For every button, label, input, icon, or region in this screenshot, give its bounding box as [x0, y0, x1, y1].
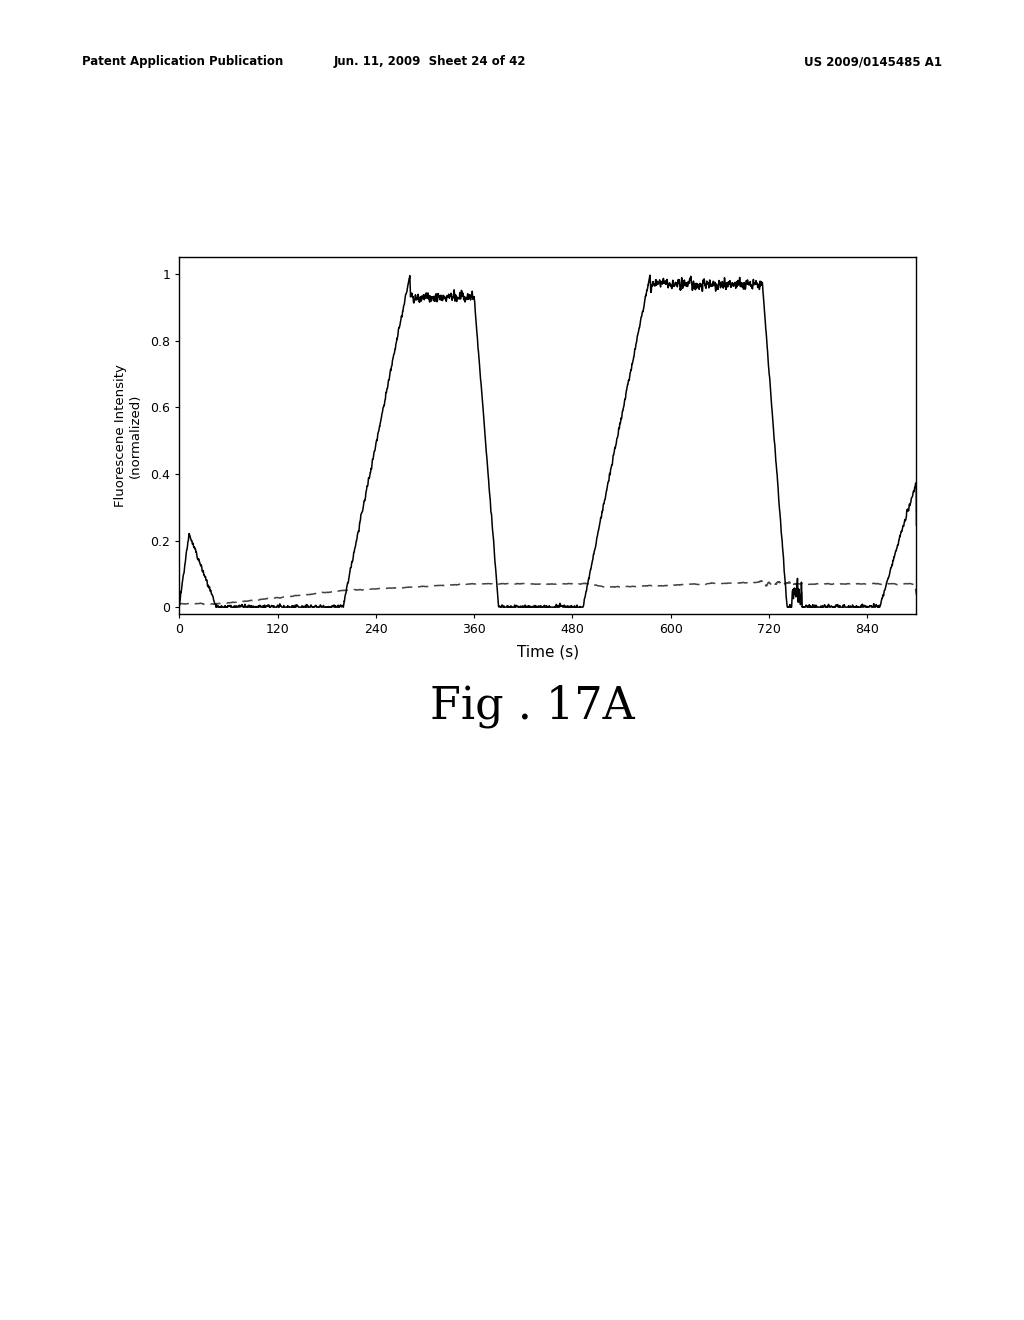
Y-axis label: Fluorescene Intensity
(normalized): Fluorescene Intensity (normalized)	[114, 364, 142, 507]
Text: Patent Application Publication: Patent Application Publication	[82, 55, 284, 69]
Text: Jun. 11, 2009  Sheet 24 of 42: Jun. 11, 2009 Sheet 24 of 42	[334, 55, 526, 69]
Text: Fig . 17A: Fig . 17A	[430, 685, 635, 727]
Text: US 2009/0145485 A1: US 2009/0145485 A1	[804, 55, 942, 69]
X-axis label: Time (s): Time (s)	[517, 644, 579, 659]
